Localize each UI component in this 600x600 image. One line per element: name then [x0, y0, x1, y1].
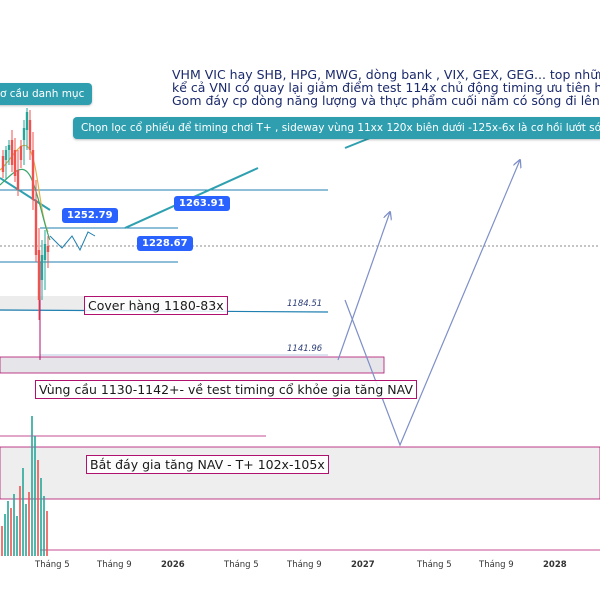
volume-bar-4 — [13, 494, 15, 556]
candle-body — [16, 170, 20, 190]
candle-body — [37, 250, 41, 300]
candles-group — [1, 108, 50, 320]
candle-body — [4, 150, 8, 160]
volume-bar-0 — [1, 526, 3, 556]
volume-bar-14 — [43, 496, 45, 556]
projection-arrow-1 — [337, 212, 390, 361]
callout-main: Chọn lọc cổ phiếu để timing chơi T+ , si… — [73, 117, 600, 139]
top-right-note-line-2: kể cả VNI có quay lại giảm điểm test 114… — [172, 80, 600, 95]
x-tick-label-4: Tháng 9 — [287, 560, 322, 570]
candle-10 — [31, 132, 35, 210]
x-tick-label-8: 2028 — [543, 560, 567, 570]
volume-bar-1 — [4, 514, 6, 556]
volume-bar-2 — [7, 501, 9, 556]
candle-body — [43, 244, 47, 260]
candle-body — [34, 200, 38, 255]
x-tick-label-7: Tháng 9 — [479, 560, 514, 570]
candle-body — [13, 150, 17, 176]
volume-group — [1, 416, 48, 556]
candle-3 — [10, 130, 14, 172]
candle-5 — [16, 150, 20, 196]
candle-body — [25, 112, 29, 130]
candle-0 — [1, 150, 5, 178]
price-level-1141: 1141.96 — [287, 344, 323, 354]
top-right-note: VHM VIC hay SHB, HPG, MWG, dòng bank , V… — [172, 68, 600, 107]
volume-bar-10 — [31, 416, 33, 556]
zone-label-bottom: Bắt đáy gia tăng NAV - T+ 102x-105x — [86, 455, 329, 474]
volume-bar-5 — [16, 516, 18, 556]
callout-top-left: ơ cầu danh mục — [0, 83, 93, 105]
candle-8 — [25, 108, 29, 150]
price-level-1184: 1184.51 — [287, 299, 323, 309]
projection-arrow-2 — [344, 160, 520, 447]
candle-12 — [37, 228, 41, 320]
candle-13 — [40, 240, 44, 300]
volume-bar-13 — [40, 478, 42, 556]
candle-body — [40, 255, 44, 280]
volume-bar-15 — [46, 511, 48, 556]
x-tick-label-1: Tháng 9 — [97, 560, 132, 570]
candle-body — [46, 246, 50, 252]
x-tick-label-3: Tháng 5 — [224, 560, 259, 570]
candle-4 — [13, 138, 17, 182]
zone-label-cover: Cover hàng 1180-83x — [84, 296, 228, 315]
callout-pointer — [344, 137, 371, 149]
volume-bar-3 — [10, 508, 12, 556]
x-tick-label-5: 2027 — [351, 560, 375, 570]
volume-bar-12 — [37, 460, 39, 556]
top-right-note-line-1: VHM VIC hay SHB, HPG, MWG, dòng bank , V… — [172, 67, 600, 82]
x-tick-label-2: 2026 — [161, 560, 185, 570]
candle-body — [28, 120, 32, 150]
volume-bar-11 — [34, 436, 36, 556]
candle-body — [7, 145, 11, 150]
candle-body — [19, 146, 23, 160]
candle-2 — [7, 140, 11, 165]
price-tag-1252: 1252.79 — [62, 208, 118, 223]
candle-body — [31, 150, 35, 200]
candle-1 — [4, 146, 8, 180]
candle-6 — [19, 140, 23, 168]
volume-bar-8 — [25, 504, 27, 556]
top-right-note-line-3: Gom đáy cp dòng năng lượng và thực phẩm … — [172, 93, 600, 108]
candle-9 — [28, 110, 32, 160]
volume-bar-6 — [19, 486, 21, 556]
volume-bar-7 — [22, 468, 24, 556]
price-tag-1228: 1228.67 — [137, 236, 193, 251]
candle-14 — [43, 230, 47, 290]
x-tick-label-0: Tháng 5 — [35, 560, 70, 570]
candle-body — [22, 128, 26, 140]
candle-15 — [46, 236, 50, 268]
candle-11 — [34, 180, 38, 262]
zone-1141-shade — [0, 356, 385, 374]
candle-7 — [22, 120, 26, 165]
x-tick-label-6: Tháng 5 — [417, 560, 452, 570]
candle-body — [1, 156, 5, 172]
price-tag-1263: 1263.91 — [174, 196, 230, 211]
volume-bar-9 — [28, 492, 30, 556]
candle-body — [10, 140, 14, 165]
zone-label-demand: Vùng cầu 1130-1142+- về test timing cổ k… — [35, 380, 417, 399]
zigzag-sketch — [49, 231, 96, 252]
downtrend-line — [0, 177, 51, 211]
